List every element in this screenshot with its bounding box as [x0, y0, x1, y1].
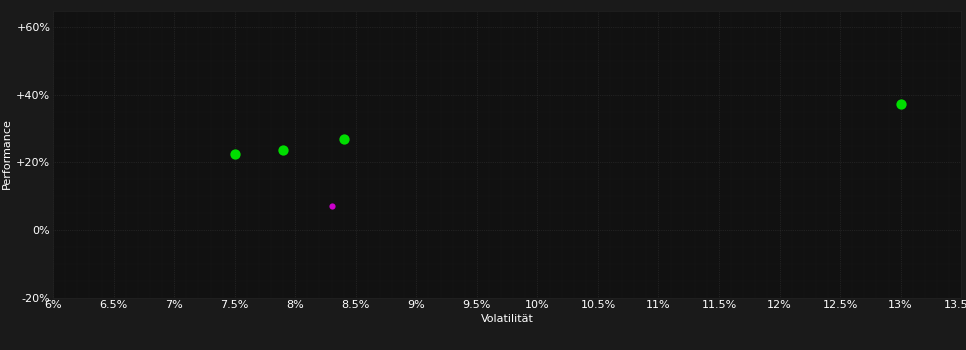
X-axis label: Volatilität: Volatilität	[481, 314, 533, 324]
Point	[893, 102, 908, 107]
Point	[324, 203, 339, 209]
Point	[275, 147, 291, 153]
Y-axis label: Performance: Performance	[2, 119, 12, 189]
Point	[227, 151, 242, 157]
Point	[336, 137, 352, 142]
